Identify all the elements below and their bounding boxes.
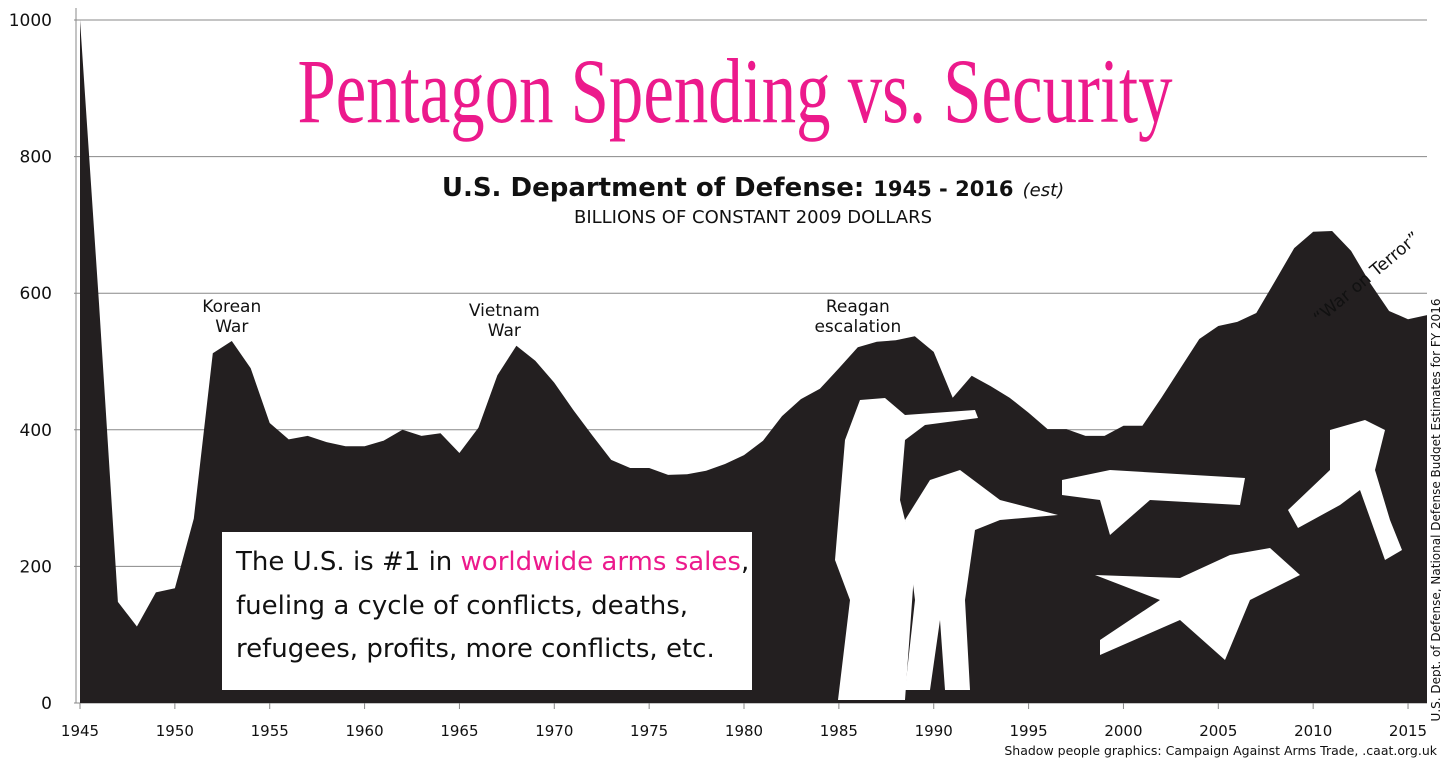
- x-tick-label: 1980: [725, 722, 763, 740]
- subtitle-note: (est): [1023, 180, 1065, 201]
- callout-text: ,: [741, 547, 749, 577]
- callout-line: fueling a cycle of conflicts, deaths,: [236, 591, 688, 621]
- annotation: War: [488, 321, 521, 341]
- annotation: escalation: [814, 317, 901, 337]
- source: U.S. Dept. of Defense, National Defense …: [1429, 299, 1441, 722]
- x-tick-label: 1955: [251, 722, 289, 740]
- y-tick-label: 800: [20, 148, 52, 168]
- y-tick-label: 600: [20, 284, 52, 304]
- callout-line: The U.S. is #1 in worldwide arms sales,: [235, 547, 749, 577]
- x-tick-label: 1970: [535, 722, 573, 740]
- callout-highlight: worldwide arms sales: [461, 547, 741, 577]
- annotation: Vietnam: [469, 301, 540, 321]
- x-tick-label: 2010: [1294, 722, 1332, 740]
- page: Pentagon Spending vs. Security U.S. Depa…: [0, 0, 1441, 763]
- x-tick-label: 1975: [630, 722, 668, 740]
- x-tick-label: 2005: [1199, 722, 1237, 740]
- subtitle-years: 1945 - 2016: [873, 177, 1013, 201]
- callout-line: refugees, profits, more conflicts, etc.: [236, 634, 715, 664]
- x-tick-label: 1950: [156, 722, 194, 740]
- annotation: Reagan: [826, 297, 890, 317]
- x-tick-label: 1965: [440, 722, 478, 740]
- y-tick-label: 400: [20, 421, 52, 441]
- x-tick-label: 1985: [820, 722, 858, 740]
- subtitle-agency: U.S. Department of Defense:: [442, 173, 864, 203]
- x-tick-label: 2015: [1389, 722, 1427, 740]
- credit: Shadow people graphics: Campaign Against…: [1004, 743, 1437, 758]
- y-axis-title: BILLIONS OF CONSTANT 2009 DOLLARS: [574, 207, 932, 228]
- chart-title: Pentagon Spending vs. Security: [298, 40, 1173, 142]
- chart: Pentagon Spending vs. Security U.S. Depa…: [0, 0, 1441, 763]
- x-tick-label: 1990: [915, 722, 953, 740]
- annotation: Korean: [202, 297, 261, 317]
- x-tick-label: 1995: [1009, 722, 1047, 740]
- subtitle: U.S. Department of Defense: 1945 - 2016 …: [442, 173, 1064, 203]
- y-tick-label: 0: [41, 694, 52, 714]
- x-tick-label: 1960: [345, 722, 383, 740]
- y-tick-label: 1000: [9, 11, 52, 31]
- x-tick-label: 1945: [61, 722, 99, 740]
- callout-text: The U.S. is #1 in: [235, 547, 461, 577]
- x-tick-label: 2000: [1104, 722, 1142, 740]
- annotation: War: [215, 317, 248, 337]
- y-tick-label: 200: [20, 557, 52, 577]
